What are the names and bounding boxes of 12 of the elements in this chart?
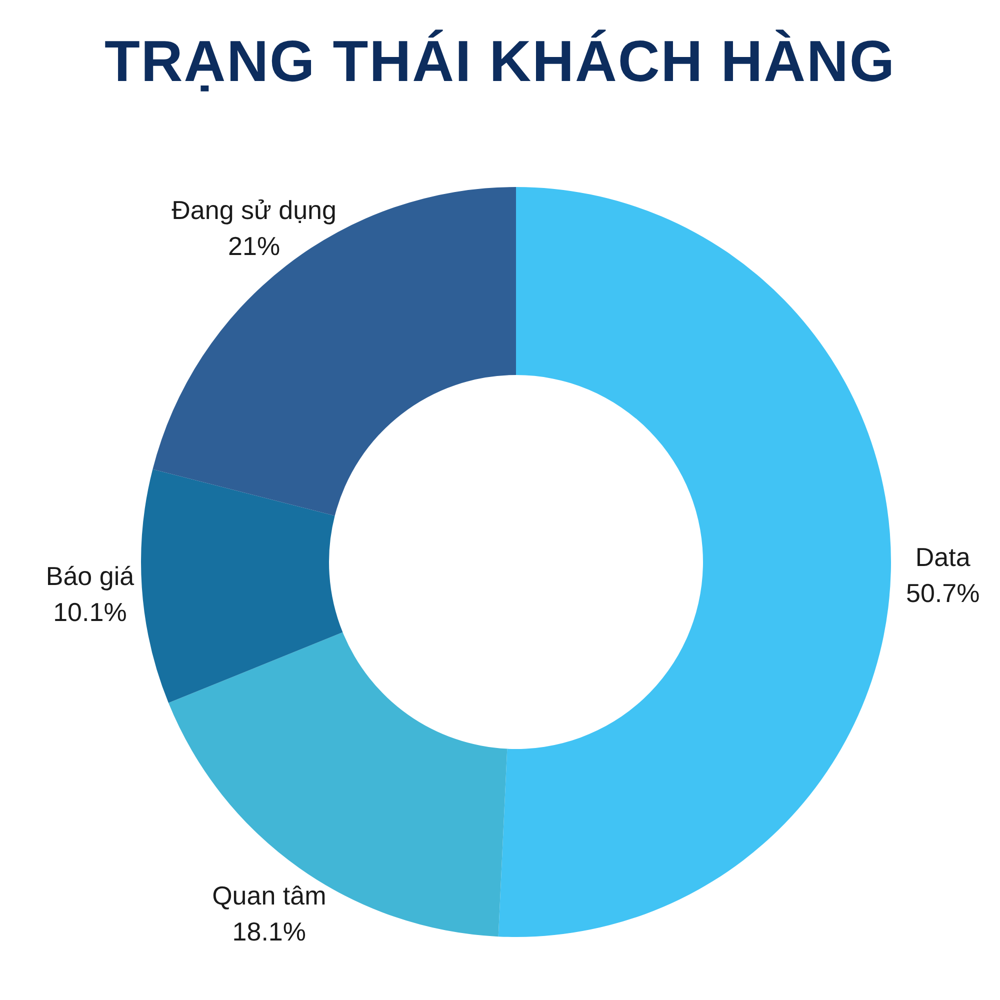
donut-slice (152, 187, 516, 516)
slice-label: Báo giá (46, 560, 135, 591)
donut-slice (498, 187, 891, 937)
data-label: 18.1% (232, 916, 306, 946)
data-label: 50.7% (906, 578, 980, 608)
slice-label: Đang sử dụng (172, 194, 336, 225)
chart-title: TRẠNG THÁI KHÁCH HÀNG (103, 28, 897, 95)
slice-label: Quan tâm (212, 880, 326, 910)
data-label: 21% (228, 230, 280, 261)
slice-label: Data (915, 542, 971, 572)
donut-slice (141, 469, 343, 703)
data-label: 10.1% (53, 596, 127, 627)
